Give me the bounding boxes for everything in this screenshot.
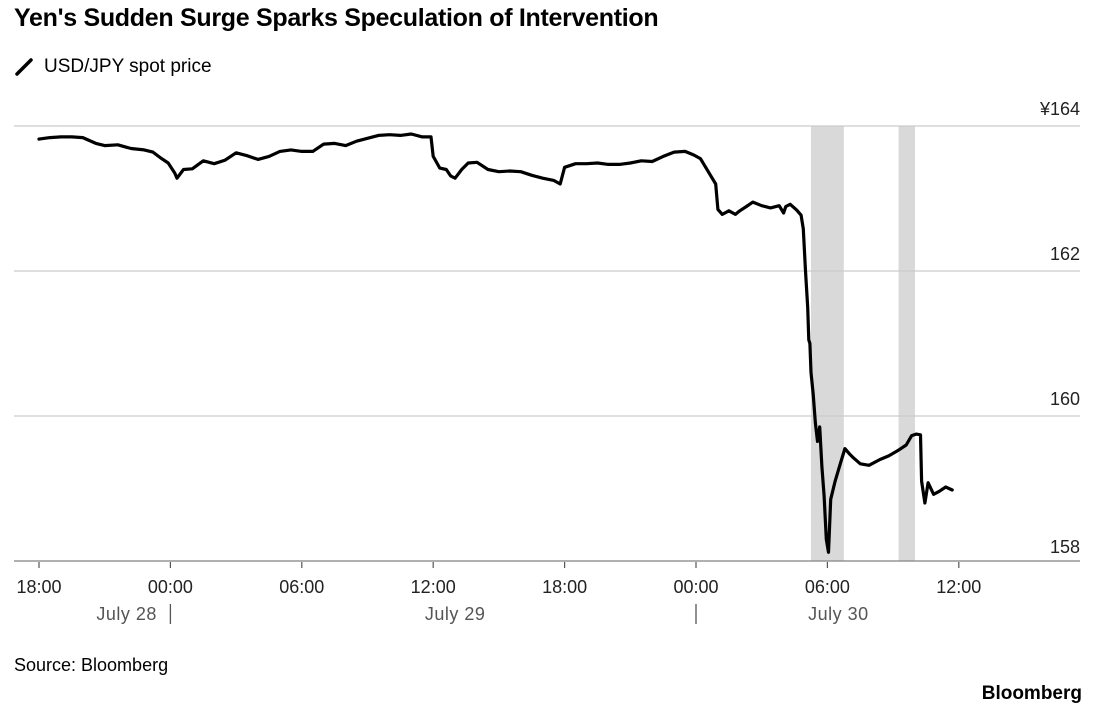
chart-title: Yen's Sudden Surge Sparks Speculation of…	[14, 4, 659, 32]
legend-line-icon	[15, 58, 33, 76]
x-tick-label-6: 00:00	[673, 577, 718, 597]
x-tick-label-2: 00:00	[148, 577, 193, 597]
x-tick-label-8: 12:00	[936, 577, 981, 597]
x-tick-label-1: 18:00	[16, 577, 61, 597]
source-note: Source: Bloomberg	[14, 655, 169, 675]
legend-label: USD/JPY spot price	[44, 56, 212, 77]
y-tick-label-164: ¥164	[1039, 99, 1080, 119]
date-label-1: July 28	[96, 604, 157, 624]
date-label-3: July 30	[808, 604, 869, 624]
y-tick-label-160: 160	[1050, 389, 1080, 409]
brand-logo: Bloomberg	[981, 683, 1082, 704]
intervention-shade-2	[898, 126, 915, 561]
x-tick-label-7: 06:00	[805, 577, 850, 597]
legend: USD/JPY spot price	[14, 56, 212, 78]
x-tick-label-5: 18:00	[542, 577, 587, 597]
y-tick-label-162: 162	[1050, 244, 1080, 264]
date-label-2: July 29	[425, 604, 486, 624]
y-tick-label-158: 158	[1050, 537, 1080, 557]
x-tick-label-4: 12:00	[411, 577, 456, 597]
intervention-shade-1	[810, 126, 844, 561]
x-tick-label-3: 06:00	[279, 577, 324, 597]
series-line-usd-jpy	[37, 132, 954, 554]
